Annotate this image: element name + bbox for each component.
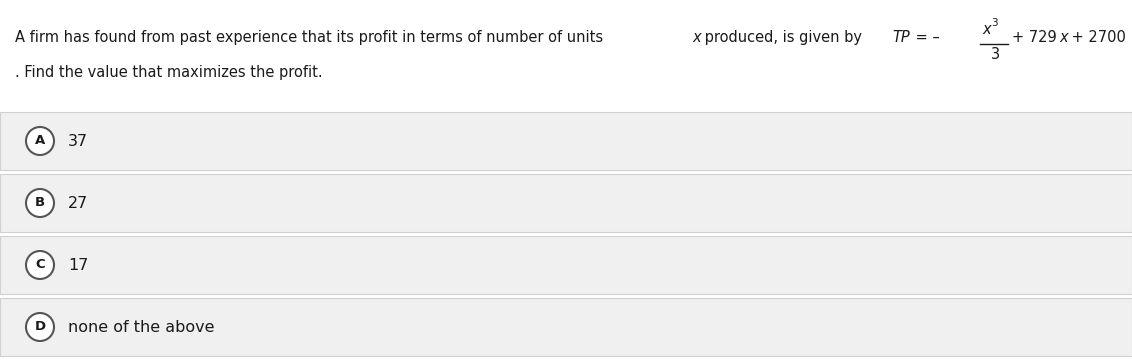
Bar <box>0 112 1132 170</box>
Text: 27: 27 <box>68 195 88 210</box>
Text: D: D <box>34 320 45 333</box>
Text: + 729: + 729 <box>1012 30 1062 45</box>
Text: A firm has found from past experience that its profit in terms of number of unit: A firm has found from past experience th… <box>15 30 608 45</box>
Bar <box>0 298 1132 356</box>
Bar <box>0 174 1132 232</box>
Text: C: C <box>35 258 45 272</box>
Text: TP: TP <box>892 30 910 45</box>
Text: none of the above: none of the above <box>68 320 214 334</box>
Text: 3: 3 <box>990 18 997 28</box>
Text: x: x <box>981 22 990 37</box>
Text: x: x <box>692 30 701 45</box>
Text: B: B <box>35 197 45 210</box>
Bar <box>0 236 1132 294</box>
Text: produced, is given by: produced, is given by <box>700 30 861 45</box>
Circle shape <box>26 251 54 279</box>
Circle shape <box>26 189 54 217</box>
Text: . Find the value that maximizes the profit.: . Find the value that maximizes the prof… <box>15 65 323 80</box>
Text: = –: = – <box>911 30 944 45</box>
Circle shape <box>26 313 54 341</box>
Text: 37: 37 <box>68 134 88 148</box>
Circle shape <box>26 127 54 155</box>
Text: A: A <box>35 135 45 147</box>
Text: 3: 3 <box>990 47 1001 62</box>
Text: x: x <box>1060 30 1067 45</box>
Text: 17: 17 <box>68 257 88 273</box>
Text: + 2700: + 2700 <box>1067 30 1126 45</box>
